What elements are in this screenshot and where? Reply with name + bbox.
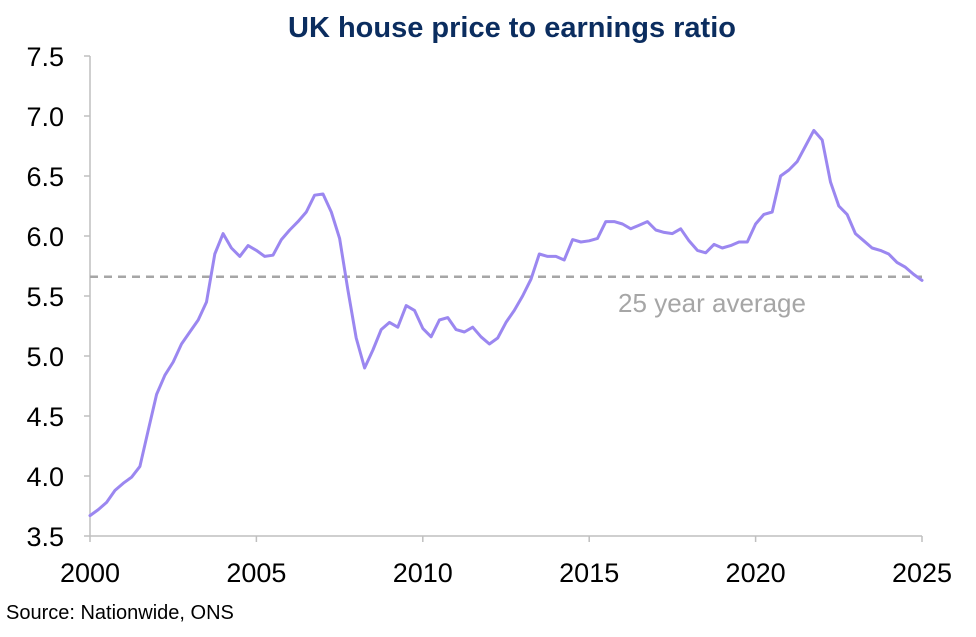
y-tick-label: 5.0 (26, 342, 64, 372)
x-tick-labels: 2000 2005 2010 2015 2020 2025 (60, 536, 952, 588)
x-tick-label: 2015 (559, 558, 619, 588)
x-tick-label: 2000 (60, 558, 120, 588)
y-tick-label: 3.5 (26, 522, 64, 552)
series-group (88, 128, 924, 518)
y-tick-label: 6.5 (26, 162, 64, 192)
y-tick-label: 7.5 (26, 42, 64, 72)
source-note: Source: Nationwide, ONS (6, 602, 234, 624)
series-line (88, 128, 924, 518)
x-tick-label: 2020 (726, 558, 786, 588)
y-tick-label: 4.5 (26, 402, 64, 432)
x-tick-label: 2005 (226, 558, 286, 588)
x-tick-label: 2010 (393, 558, 453, 588)
average-label: 25 year average (618, 288, 806, 318)
chart-title: UK house price to earnings ratio (288, 12, 736, 44)
y-tick-label: 4.0 (26, 462, 64, 492)
y-tick-labels: 3.5 4.0 4.5 5.0 5.5 6.0 6.5 7.0 7.5 (26, 42, 90, 552)
y-tick-label: 5.5 (26, 282, 64, 312)
annotations: 25 year average (90, 275, 922, 318)
y-tick-label: 6.0 (26, 222, 64, 252)
x-tick-label: 2025 (892, 558, 952, 588)
y-tick-label: 7.0 (26, 102, 64, 132)
